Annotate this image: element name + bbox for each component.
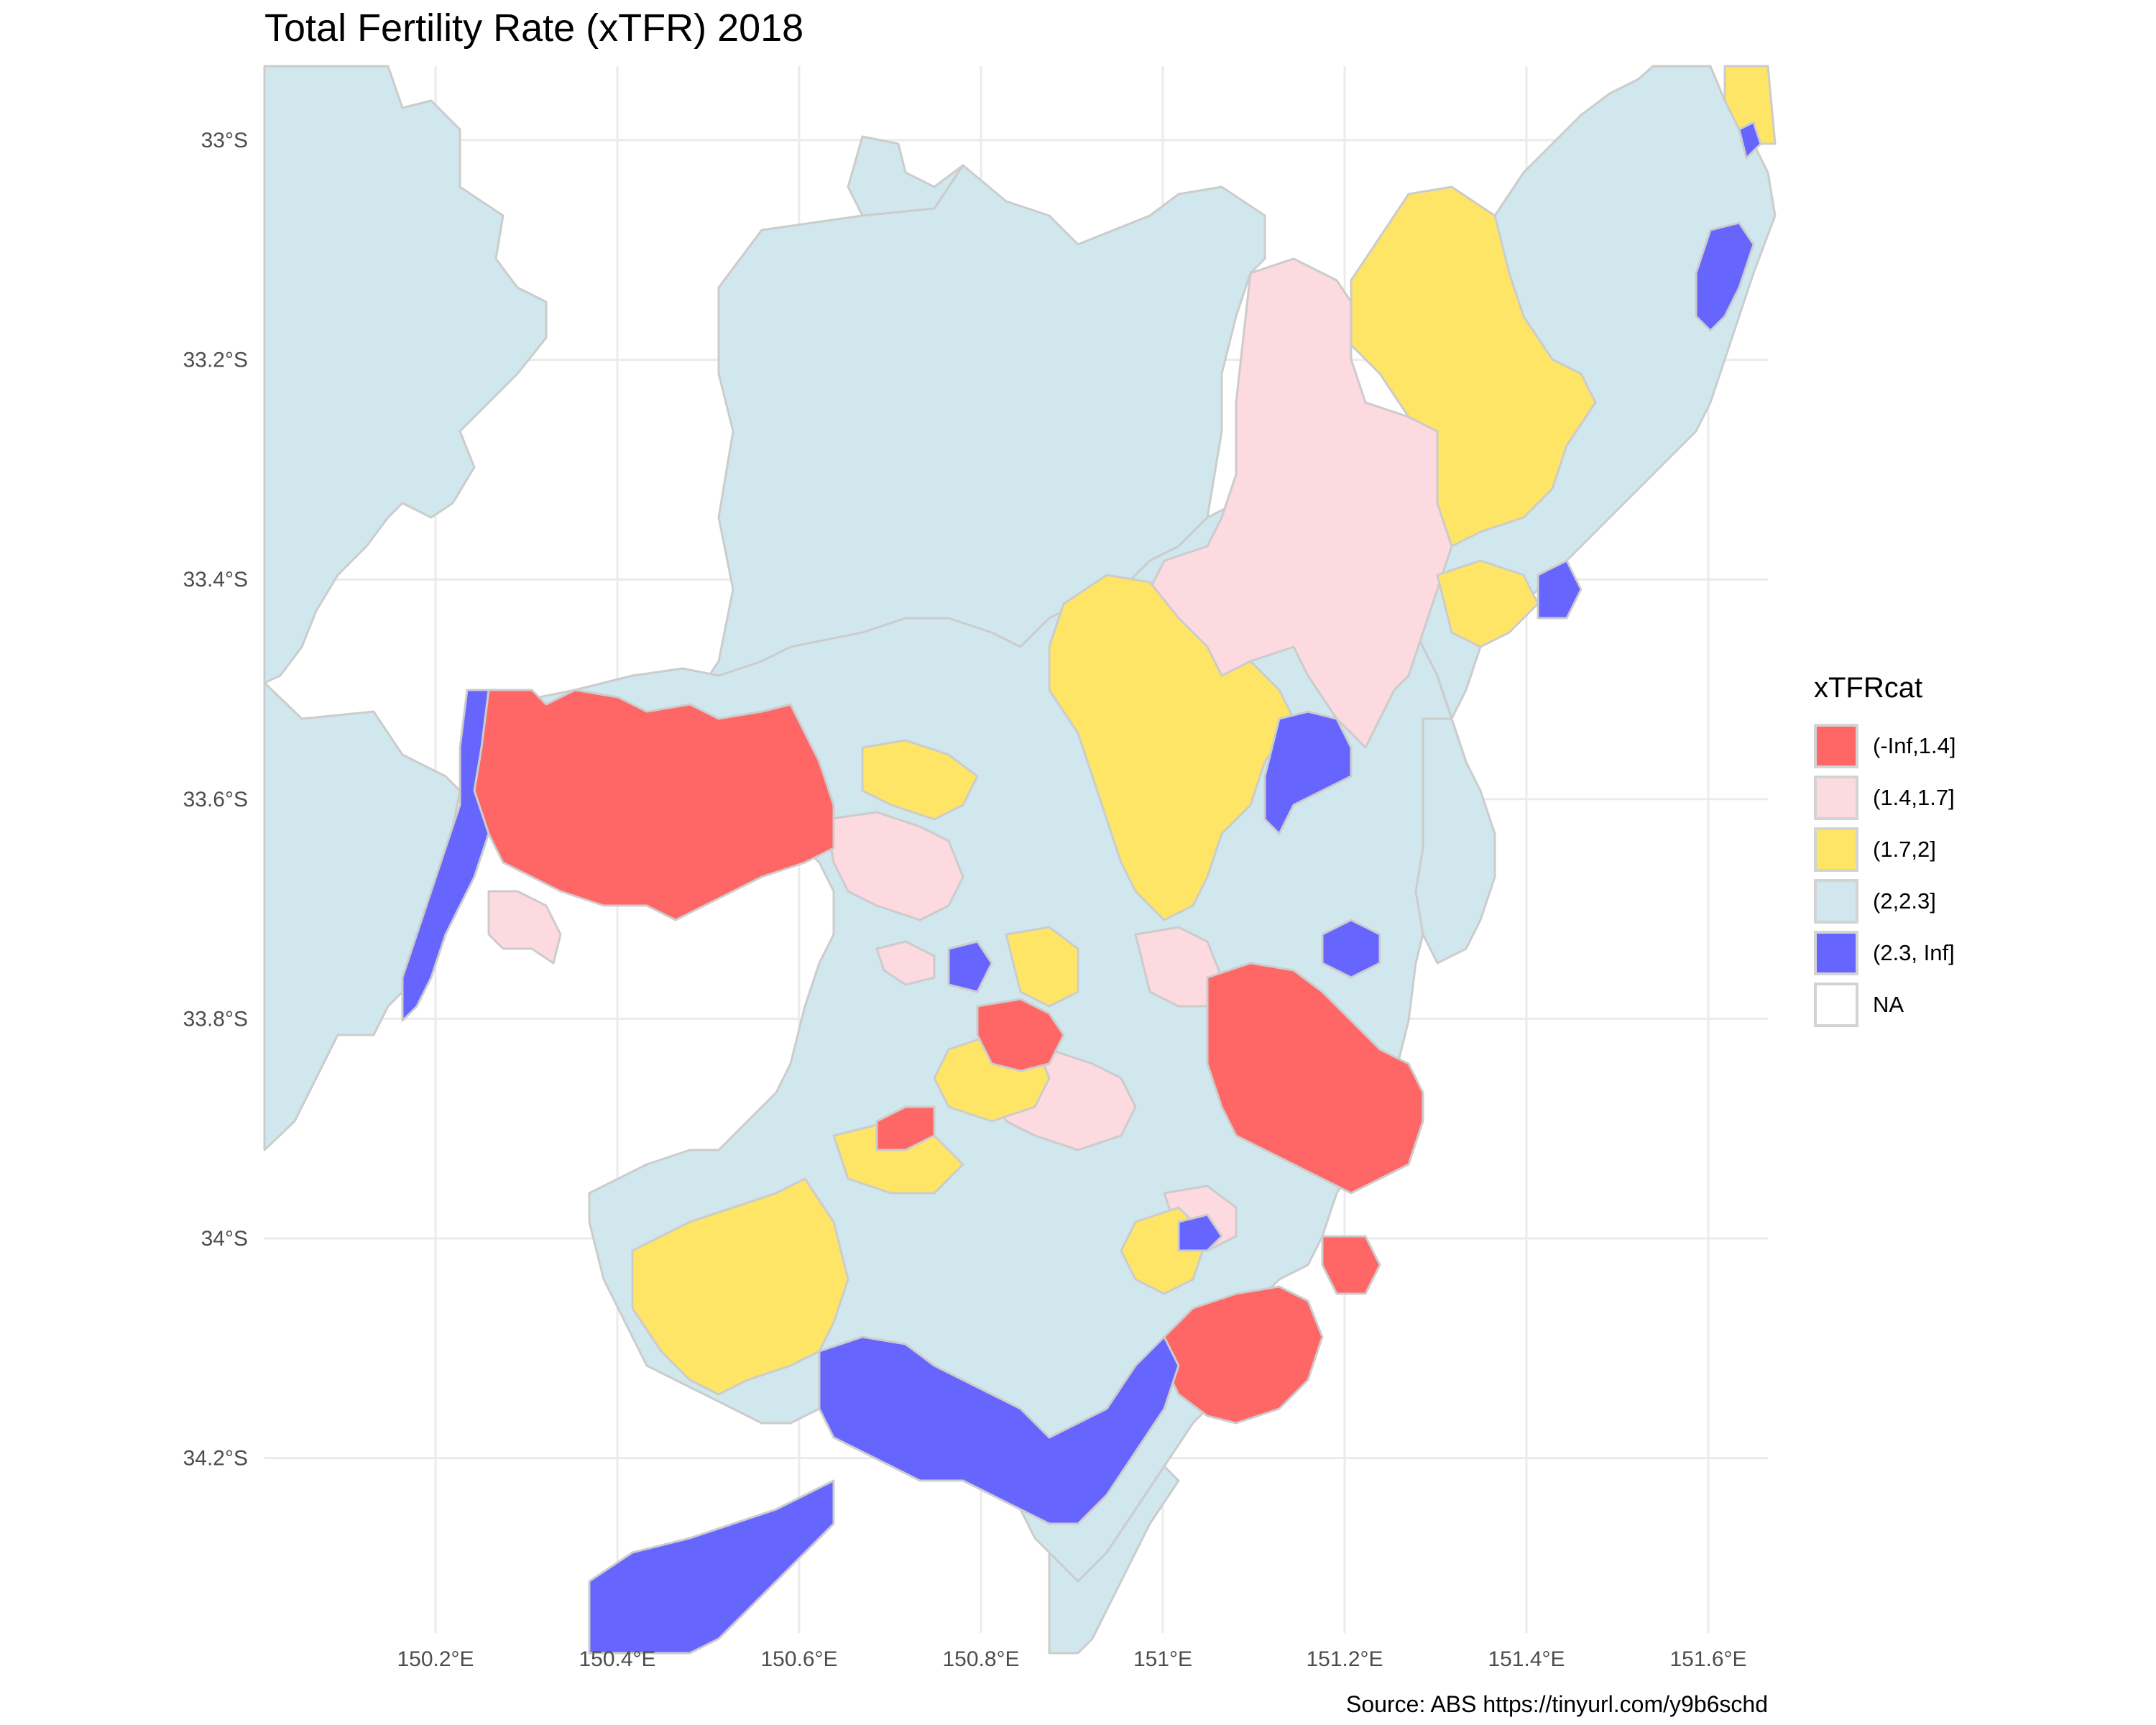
x-tick-label: 150.6°E xyxy=(760,1647,837,1671)
y-tick-label: 33.6°S xyxy=(183,788,248,811)
region-southwest-yellow xyxy=(631,1177,849,1396)
x-tick-label: 150.2°E xyxy=(397,1647,474,1671)
region-north-pink xyxy=(1148,257,1453,749)
region-coast-yellow xyxy=(1436,559,1539,648)
x-tick-label: 151.2°E xyxy=(1306,1647,1383,1671)
x-tick-label: 151.4°E xyxy=(1488,1647,1565,1671)
legend-item: (1.7,2] xyxy=(1814,824,1955,875)
region-inner-blue xyxy=(1177,1213,1223,1252)
region-southwest-blue xyxy=(588,1479,835,1655)
source-caption: Source: ABS https://tinyurl.com/y9b6schd xyxy=(1346,1691,1768,1717)
region-upper-blue xyxy=(847,135,964,217)
y-tick-label: 33.4°S xyxy=(183,568,248,592)
legend-label: (2,2.3] xyxy=(1873,888,1936,914)
legend-items: (-Inf,1.4] (1.4,1.7] (1.7,2] (2,2.3] (2.3, I… xyxy=(1814,720,1955,1031)
x-tick-label: 151°E xyxy=(1133,1647,1192,1671)
y-tick-label: 33.8°S xyxy=(183,1007,248,1031)
legend-item: NA xyxy=(1814,979,1955,1031)
region-far-west-blue xyxy=(401,689,490,1022)
legend-item: (2,2.3] xyxy=(1814,875,1955,927)
region-south-blue xyxy=(818,1335,1180,1525)
legend-key-swatch xyxy=(1814,827,1858,872)
x-tick-label: 151.6°E xyxy=(1669,1647,1746,1671)
region-eastcoast-blue xyxy=(1695,221,1755,332)
legend-label: (2.3, Inf] xyxy=(1873,940,1955,965)
region-coast-blue-south xyxy=(1048,1465,1180,1655)
legend-title: xTFRcat xyxy=(1814,672,1923,704)
region-west-pink xyxy=(487,890,562,965)
region-mid-yellow xyxy=(1005,926,1079,1008)
y-tick-label: 33°S xyxy=(201,129,248,152)
region-harbour-blue xyxy=(1263,710,1353,835)
legend-label: (1.4,1.7] xyxy=(1873,785,1955,810)
region-west-yellow xyxy=(861,739,979,821)
y-axis-ticks: 33°S 33.2°S 33.4°S 33.6°S 33.8°S 34°S 34.2°S xyxy=(183,129,248,1471)
region-mid-blue xyxy=(1321,919,1381,979)
legend-label: (-Inf,1.4] xyxy=(1873,733,1956,758)
legend-item: (2.3, Inf] xyxy=(1814,927,1955,979)
region-mid-pink-2 xyxy=(875,940,936,986)
y-tick-label: 34°S xyxy=(201,1227,248,1251)
region-southwest-red xyxy=(875,1105,936,1151)
y-tick-label: 34.2°S xyxy=(183,1447,248,1471)
region-innerwest-red xyxy=(976,998,1065,1072)
legend-label: NA xyxy=(1873,992,1904,1017)
y-tick-label: 33.2°S xyxy=(183,349,248,372)
x-tick-label: 150.4°E xyxy=(579,1647,655,1671)
region-northeast-yellow xyxy=(1350,185,1597,548)
legend: xTFRcat (-Inf,1.4] (1.4,1.7] (1.7,2] (2,2.3… xyxy=(1814,672,1955,1031)
region-city-red xyxy=(1206,962,1424,1195)
legend-label: (1.7,2] xyxy=(1873,837,1936,862)
region-topright-blue xyxy=(1738,121,1762,160)
region-east-blue xyxy=(1414,717,1496,965)
region-north-blue-small xyxy=(1537,559,1583,620)
legend-item: (-Inf,1.4] xyxy=(1814,720,1955,772)
legend-key-swatch xyxy=(1814,931,1858,975)
region-coast-red xyxy=(1321,1235,1381,1295)
region-north-yellow xyxy=(1048,574,1295,921)
region-westmid-pink xyxy=(825,811,964,921)
legend-key-swatch xyxy=(1814,983,1858,1027)
map-regions xyxy=(263,65,1777,1655)
legend-item: (1.4,1.7] xyxy=(1814,772,1955,824)
region-west-red xyxy=(473,689,835,921)
legend-key-swatch xyxy=(1814,776,1858,820)
legend-key-swatch xyxy=(1814,724,1858,768)
region-west-blue-small xyxy=(947,940,993,993)
legend-key-swatch xyxy=(1814,879,1858,924)
x-tick-label: 150.8°E xyxy=(942,1647,1019,1671)
x-axis-ticks: 150.2°E 150.4°E 150.6°E 150.8°E 151°E 151.2°E… xyxy=(397,1647,1746,1671)
map-title: Total Fertility Rate (xTFR) 2018 xyxy=(264,6,804,50)
region-west-blue xyxy=(263,65,548,684)
